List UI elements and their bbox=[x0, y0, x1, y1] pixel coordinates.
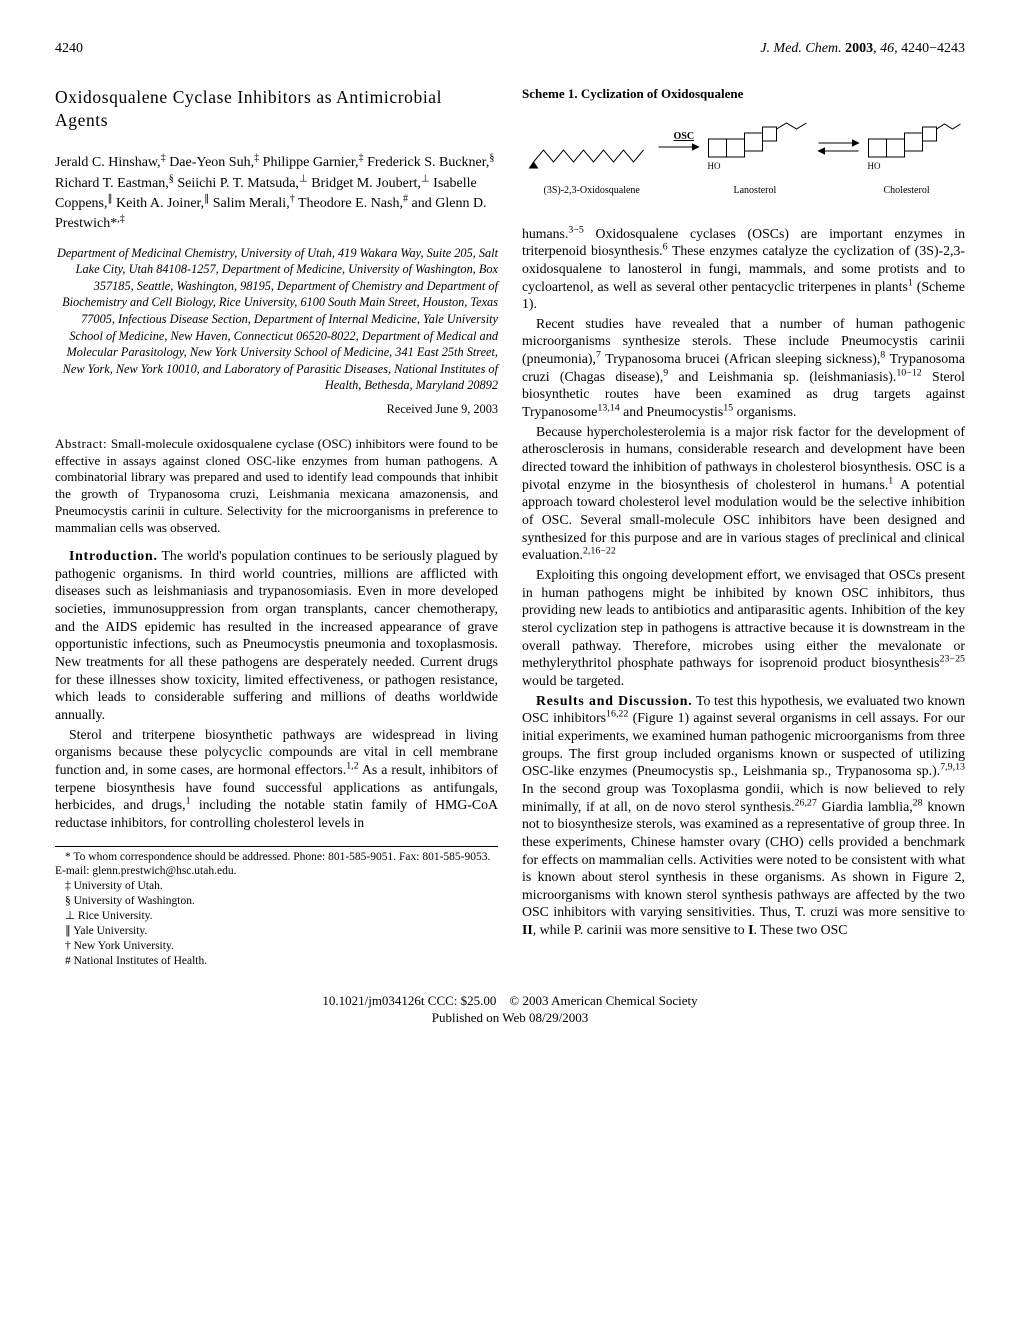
scheme-caption: Scheme 1. Cyclization of Oxidosqualene bbox=[522, 86, 965, 103]
body-paragraph: Because hypercholesterolemia is a major … bbox=[522, 423, 965, 564]
affil-note: ⊥ Rice University. bbox=[55, 909, 498, 924]
doi-footer: 10.1021/jm034126t CCC: $25.00 © 2003 Ame… bbox=[55, 993, 965, 1026]
abstract-lead: Abstract: bbox=[55, 436, 107, 451]
svg-text:(3S)-2,3-Oxidosqualene: (3S)-2,3-Oxidosqualene bbox=[544, 185, 641, 196]
svg-text:Cholesterol: Cholesterol bbox=[884, 185, 930, 196]
affil-note: § University of Washington. bbox=[55, 894, 498, 909]
svg-text:OSC: OSC bbox=[674, 131, 695, 142]
article-title: Oxidosqualene Cyclase Inhibitors as Anti… bbox=[55, 86, 498, 132]
section-heading: Introduction. bbox=[69, 548, 158, 563]
affiliations: Department of Medicinal Chemistry, Unive… bbox=[55, 245, 498, 394]
corresponding-author-note: * To whom correspondence should be addre… bbox=[55, 850, 498, 880]
svg-text:HO: HO bbox=[708, 161, 721, 171]
body-paragraph: Sterol and triterpene biosynthetic pathw… bbox=[55, 726, 498, 832]
svg-text:Lanosterol: Lanosterol bbox=[734, 185, 777, 196]
scheme-figure: HO HO OSC (3 bbox=[522, 107, 965, 215]
affil-note: † New York University. bbox=[55, 939, 498, 954]
section-heading: Results and Discussion. bbox=[536, 693, 693, 708]
page-number: 4240 bbox=[55, 40, 83, 58]
body-paragraph: Introduction. The world's population con… bbox=[55, 547, 498, 724]
journal-ref: J. Med. Chem. 2003, 46, 4240−4243 bbox=[760, 40, 965, 58]
author-list: Jerald C. Hinshaw,‡ Dae-Yeon Suh,‡ Phili… bbox=[55, 153, 498, 234]
received-date: Received June 9, 2003 bbox=[55, 402, 498, 418]
body-paragraph: humans.3−5 Oxidosqualene cyclases (OSCs)… bbox=[522, 225, 965, 313]
running-header: 4240 J. Med. Chem. 2003, 46, 4240−4243 bbox=[55, 40, 965, 58]
footnotes: * To whom correspondence should be addre… bbox=[55, 846, 498, 970]
affil-note: ∥ Yale University. bbox=[55, 924, 498, 939]
affil-note: # National Institutes of Health. bbox=[55, 954, 498, 969]
svg-text:HO: HO bbox=[868, 161, 881, 171]
abstract: Abstract: Small-molecule oxidosqualene c… bbox=[55, 436, 498, 537]
body-paragraph: Exploiting this ongoing development effo… bbox=[522, 566, 965, 690]
affil-note: ‡ University of Utah. bbox=[55, 879, 498, 894]
body-paragraph: Results and Discussion. To test this hyp… bbox=[522, 692, 965, 939]
body-paragraph: Recent studies have revealed that a numb… bbox=[522, 315, 965, 421]
